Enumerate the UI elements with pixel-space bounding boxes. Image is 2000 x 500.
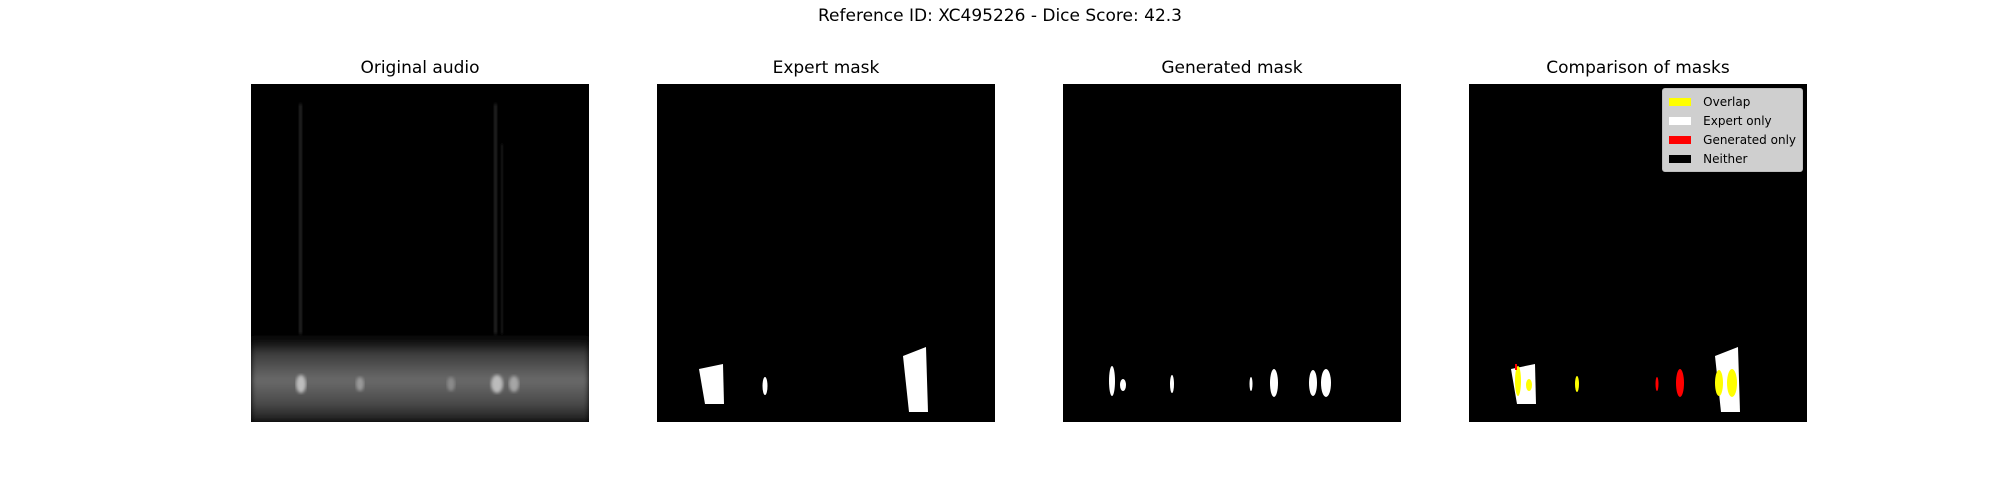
panel-title-comparison: Comparison of masks <box>1546 58 1730 78</box>
legend-label-overlap: Overlap <box>1703 94 1751 109</box>
overlap-region-4 <box>1715 370 1723 396</box>
generated-mask-image <box>1109 366 1331 397</box>
panel-title-original: Original audio <box>360 58 480 78</box>
legend-swatch-generated-only <box>1669 135 1692 144</box>
overlap-region-2 <box>1526 379 1532 391</box>
spectrogram-image <box>251 84 589 422</box>
generated-region-4 <box>1249 377 1253 391</box>
panel-title-generated: Generated mask <box>1161 58 1303 78</box>
legend-label-neither: Neither <box>1703 151 1748 166</box>
expert-region-3 <box>903 347 928 412</box>
overlap-region-1 <box>1515 366 1521 396</box>
comparison-panel: Overlap Expert only Generated only Neith… <box>1469 84 1807 422</box>
legend-item-neither: Neither <box>1669 149 1796 168</box>
generated-mask-panel <box>1063 84 1401 422</box>
legend-label-expert-only: Expert only <box>1703 113 1772 128</box>
overlap-region-3 <box>1575 376 1579 392</box>
legend-label-generated-only: Generated only <box>1703 132 1796 147</box>
expert-region-2 <box>762 377 768 395</box>
generated-only-region-2 <box>1676 369 1684 397</box>
generated-region-1 <box>1109 366 1115 396</box>
generated-region-2 <box>1120 379 1126 391</box>
generated-region-6 <box>1309 370 1317 396</box>
legend: Overlap Expert only Generated only Neith… <box>1662 88 1803 172</box>
figure-suptitle: Reference ID: XC495226 - Dice Score: 42.… <box>818 6 1182 26</box>
legend-item-generated-only: Generated only <box>1669 130 1796 149</box>
overlap-region-5 <box>1727 369 1737 397</box>
comparison-mask-image <box>1511 347 1740 412</box>
expert-region-1 <box>699 364 724 404</box>
generated-region-3 <box>1170 375 1174 393</box>
expert-mask-panel <box>657 84 995 422</box>
expert-mask-image <box>699 347 928 412</box>
panel-title-expert: Expert mask <box>772 58 880 78</box>
legend-item-overlap: Overlap <box>1669 92 1796 111</box>
spectrogram-panel <box>251 84 589 422</box>
legend-swatch-neither <box>1669 154 1692 163</box>
legend-swatch-overlap <box>1669 97 1692 106</box>
generated-only-region-1 <box>1655 377 1659 391</box>
generated-region-5 <box>1270 369 1278 397</box>
legend-swatch-expert-only <box>1669 116 1692 125</box>
expert-only-region-1 <box>1511 364 1536 404</box>
legend-item-expert-only: Expert only <box>1669 111 1796 130</box>
generated-region-7 <box>1321 369 1331 397</box>
